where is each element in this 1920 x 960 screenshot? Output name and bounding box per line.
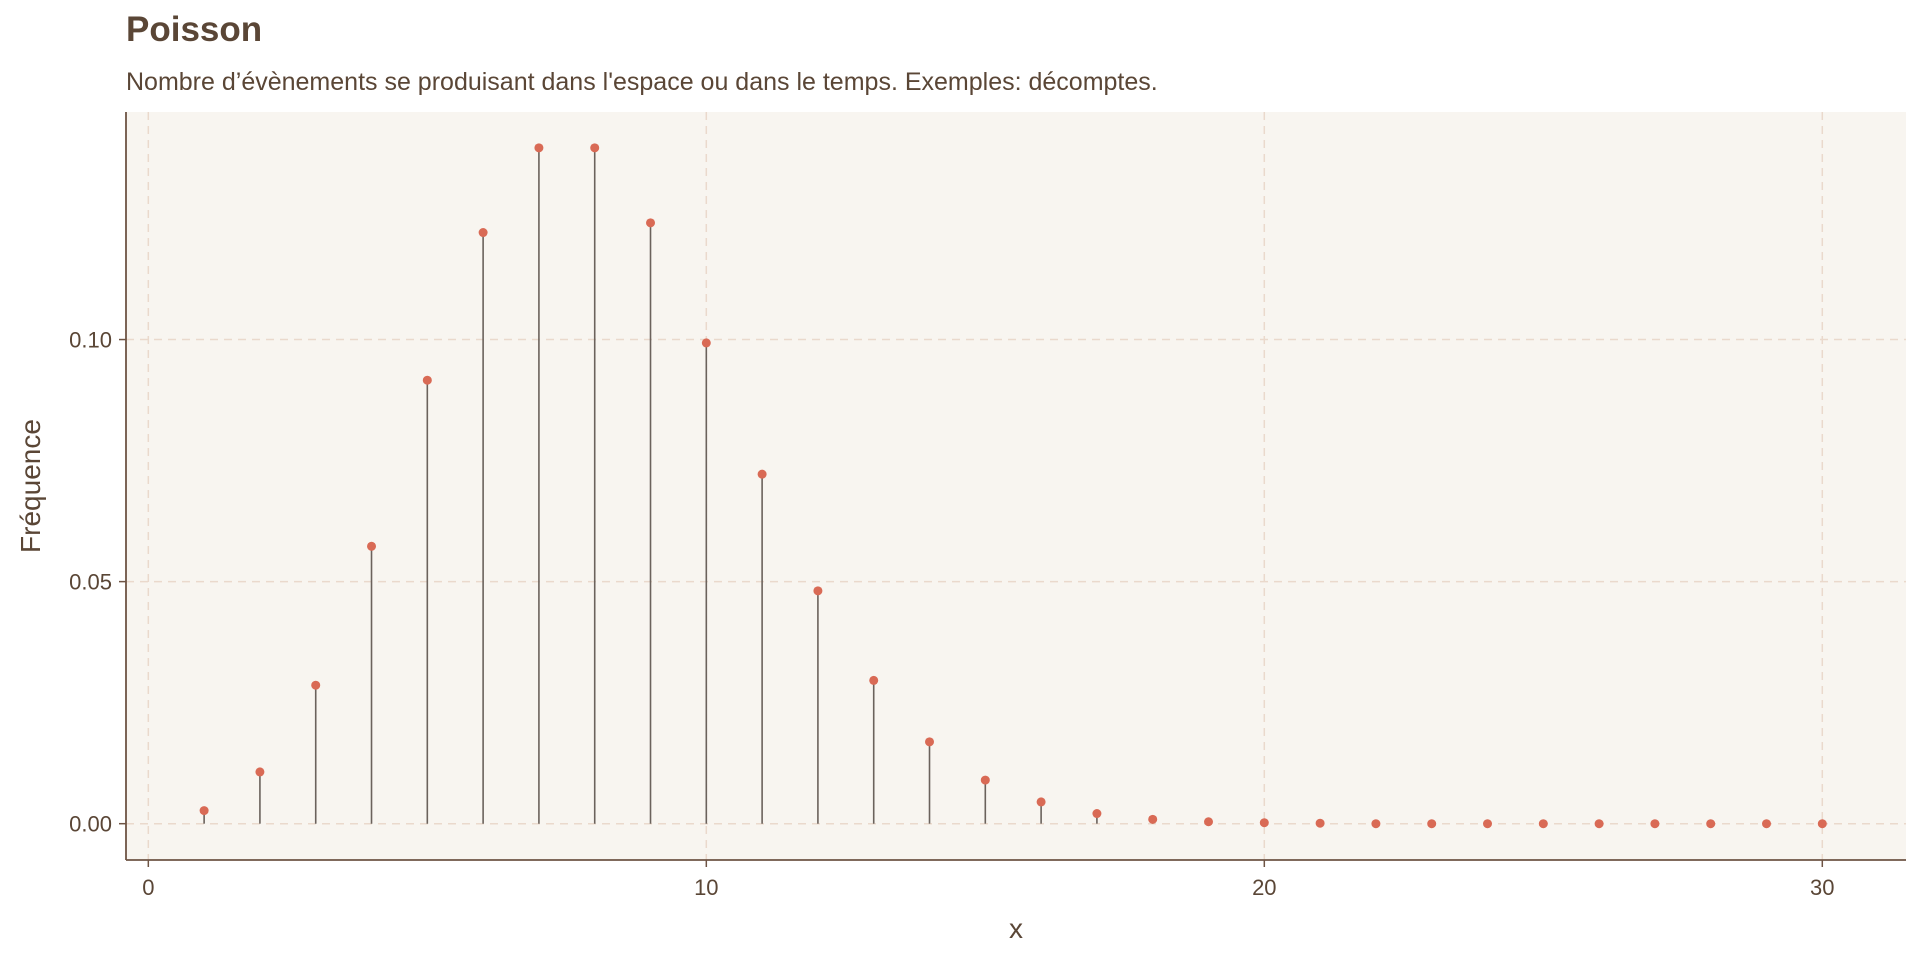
points xyxy=(199,143,1827,829)
point-x7 xyxy=(534,143,544,153)
y-tick-label: 0.05 xyxy=(69,570,112,595)
point-x22 xyxy=(1371,819,1381,829)
point-x6 xyxy=(478,228,488,238)
y-tick-label: 0.00 xyxy=(69,812,112,837)
plot-panel xyxy=(126,112,1906,860)
x-tick-label: 10 xyxy=(694,875,718,900)
point-x14 xyxy=(925,737,935,747)
point-x26 xyxy=(1594,819,1604,829)
point-x10 xyxy=(701,338,711,348)
point-x25 xyxy=(1538,819,1548,829)
point-x16 xyxy=(1036,797,1046,807)
point-x21 xyxy=(1315,818,1325,828)
point-x15 xyxy=(980,775,990,785)
point-x9 xyxy=(646,218,656,228)
chart-title: Poisson xyxy=(126,10,263,49)
point-x28 xyxy=(1706,819,1716,829)
point-x13 xyxy=(869,675,879,685)
point-x3 xyxy=(311,680,321,690)
y-tick-label: 0.10 xyxy=(69,328,112,353)
x-axis-label: x xyxy=(1009,913,1023,944)
point-x2 xyxy=(255,767,265,777)
point-x30 xyxy=(1817,819,1827,829)
point-x20 xyxy=(1259,818,1269,828)
point-x4 xyxy=(367,541,377,551)
point-x11 xyxy=(757,469,767,479)
x-tick-label: 30 xyxy=(1810,875,1834,900)
point-x24 xyxy=(1483,819,1493,829)
point-x23 xyxy=(1427,819,1437,829)
y-axis-label: Fréquence xyxy=(15,419,46,553)
point-x18 xyxy=(1148,814,1158,824)
point-x29 xyxy=(1762,819,1772,829)
point-x19 xyxy=(1204,817,1214,827)
chart-subtitle: Nombre d’évènements se produisant dans l… xyxy=(126,68,1158,96)
x-tick-label: 20 xyxy=(1252,875,1276,900)
axes xyxy=(119,112,1906,867)
point-x8 xyxy=(590,143,600,153)
tick-labels: 0 10 20 30 0.00 0.05 0.10 xyxy=(69,328,1834,900)
point-x27 xyxy=(1650,819,1660,829)
stems xyxy=(203,147,1321,824)
point-x1 xyxy=(199,806,209,816)
point-x5 xyxy=(422,375,432,385)
x-tick-label: 0 xyxy=(142,875,154,900)
point-x17 xyxy=(1092,809,1102,819)
point-x12 xyxy=(813,586,823,596)
